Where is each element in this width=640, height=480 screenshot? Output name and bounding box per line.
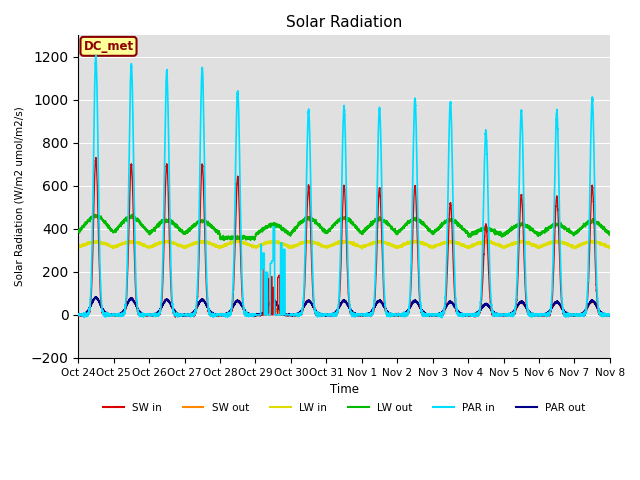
PAR in xyxy=(92,53,100,59)
PAR in xyxy=(577,312,585,318)
Line: SW out: SW out xyxy=(78,297,610,316)
SW in xyxy=(326,312,334,318)
SW out xyxy=(74,311,82,317)
PAR in xyxy=(438,315,445,321)
LW in xyxy=(483,237,491,243)
LW in xyxy=(255,243,262,249)
SW in xyxy=(172,314,179,320)
Line: PAR in: PAR in xyxy=(78,56,610,318)
SW in xyxy=(584,295,591,300)
PAR in xyxy=(255,312,263,318)
LW in xyxy=(74,245,82,251)
SW in xyxy=(255,312,263,318)
Y-axis label: Solar Radiation (W/m2 umol/m2/s): Solar Radiation (W/m2 umol/m2/s) xyxy=(15,107,25,287)
LW in xyxy=(463,245,471,251)
Line: SW in: SW in xyxy=(78,158,610,317)
SW in xyxy=(463,312,471,318)
Legend: SW in, SW out, LW in, LW out, PAR in, PAR out: SW in, SW out, LW in, LW out, PAR in, PA… xyxy=(99,399,589,417)
Line: PAR out: PAR out xyxy=(78,297,610,316)
LW out xyxy=(478,227,486,232)
PAR in xyxy=(74,312,82,318)
Title: Solar Radiation: Solar Radiation xyxy=(286,15,402,30)
PAR out xyxy=(326,312,334,318)
LW out xyxy=(584,222,591,228)
LW out xyxy=(577,225,585,230)
PAR out xyxy=(584,304,591,310)
LW in xyxy=(326,243,333,249)
LW out xyxy=(129,211,136,217)
PAR in xyxy=(478,269,486,275)
SW out xyxy=(606,312,614,318)
PAR in xyxy=(326,312,333,318)
SW out xyxy=(255,312,263,317)
PAR out xyxy=(463,313,471,319)
SW in xyxy=(92,155,100,161)
LW out xyxy=(326,227,334,232)
PAR in xyxy=(463,313,471,319)
LW in xyxy=(606,244,614,250)
PAR out xyxy=(74,312,82,318)
PAR out xyxy=(478,305,486,311)
LW out xyxy=(74,229,82,235)
SW out xyxy=(478,305,486,311)
SW out xyxy=(463,312,471,318)
PAR in xyxy=(584,281,591,287)
PAR in xyxy=(606,312,614,318)
SW out xyxy=(326,312,333,318)
Text: DC_met: DC_met xyxy=(83,40,134,53)
SW out xyxy=(601,313,609,319)
PAR out xyxy=(250,313,257,319)
SW out xyxy=(584,303,591,309)
LW out xyxy=(246,238,254,243)
PAR out xyxy=(255,312,263,318)
LW out xyxy=(606,232,614,238)
LW in xyxy=(358,246,365,252)
SW in xyxy=(577,313,585,319)
LW in xyxy=(478,240,486,245)
LW in xyxy=(584,240,591,246)
PAR out xyxy=(92,294,100,300)
Line: LW out: LW out xyxy=(78,214,610,240)
X-axis label: Time: Time xyxy=(330,383,358,396)
LW out xyxy=(255,230,263,236)
PAR out xyxy=(606,312,614,318)
LW out xyxy=(463,229,471,235)
SW in xyxy=(478,291,486,297)
LW in xyxy=(577,242,585,248)
SW out xyxy=(577,312,585,318)
SW in xyxy=(74,312,82,317)
SW in xyxy=(606,312,614,318)
SW out xyxy=(92,294,99,300)
PAR out xyxy=(577,312,585,317)
Line: LW in: LW in xyxy=(78,240,610,249)
